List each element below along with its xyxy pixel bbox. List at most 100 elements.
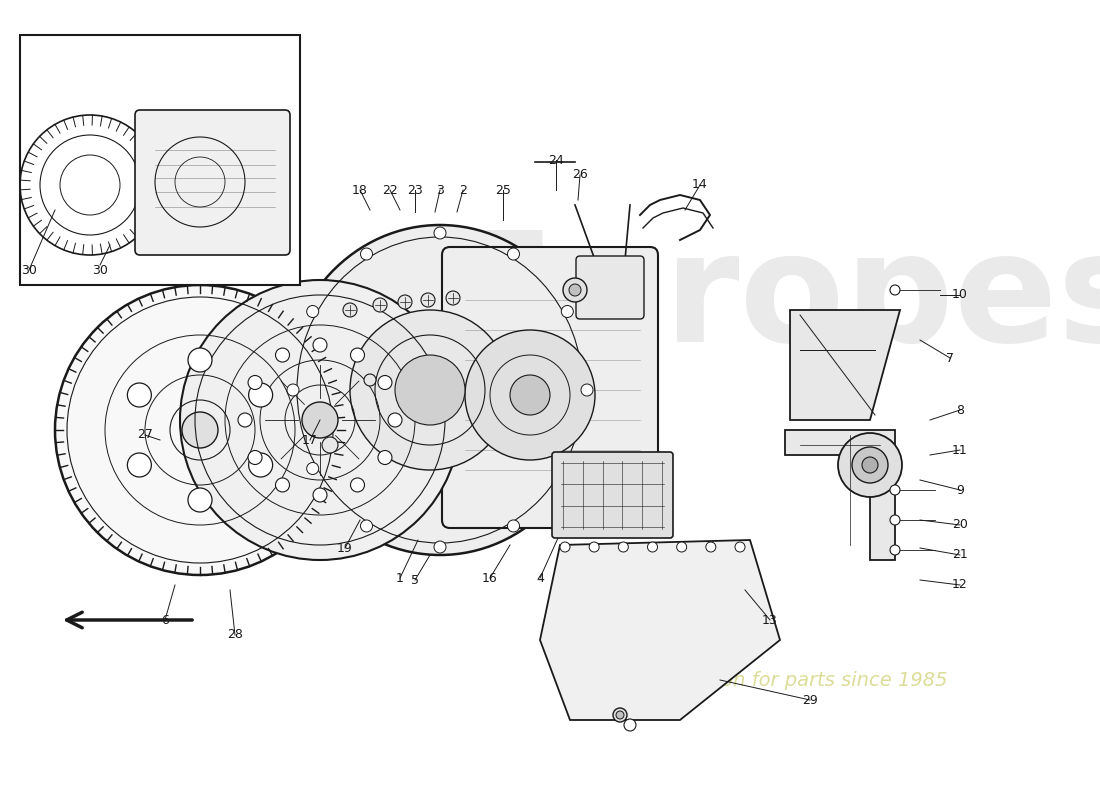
Text: 1: 1 (396, 571, 404, 585)
Text: 23: 23 (407, 183, 422, 197)
Circle shape (378, 375, 392, 390)
FancyBboxPatch shape (135, 110, 290, 255)
Circle shape (569, 284, 581, 296)
Circle shape (507, 248, 519, 260)
Bar (20, 35, 300, 285)
Circle shape (735, 542, 745, 552)
FancyBboxPatch shape (576, 256, 643, 319)
Circle shape (249, 453, 273, 477)
Text: Europes: Europes (451, 226, 1100, 374)
Circle shape (361, 520, 373, 532)
Circle shape (287, 384, 299, 396)
Text: 24: 24 (548, 154, 564, 166)
Circle shape (128, 453, 152, 477)
Text: 3: 3 (436, 183, 444, 197)
Circle shape (364, 374, 376, 386)
Circle shape (350, 310, 510, 470)
Text: 13: 13 (762, 614, 778, 626)
Circle shape (188, 348, 212, 372)
Text: a passion for parts since 1985: a passion for parts since 1985 (652, 670, 947, 690)
FancyBboxPatch shape (552, 452, 673, 538)
Circle shape (128, 383, 152, 407)
Circle shape (188, 488, 212, 512)
Circle shape (561, 462, 573, 474)
Circle shape (373, 298, 387, 312)
Circle shape (248, 450, 262, 465)
Circle shape (624, 719, 636, 731)
Text: 6: 6 (161, 614, 169, 626)
Circle shape (351, 478, 364, 492)
Circle shape (434, 541, 446, 553)
Polygon shape (785, 430, 895, 560)
Text: 26: 26 (572, 169, 587, 182)
Circle shape (302, 402, 338, 438)
Text: 30: 30 (92, 263, 108, 277)
Circle shape (238, 413, 252, 427)
Circle shape (507, 520, 519, 532)
Circle shape (510, 375, 550, 415)
Circle shape (613, 708, 627, 722)
Circle shape (55, 285, 345, 575)
Circle shape (343, 303, 358, 317)
Ellipse shape (285, 225, 595, 555)
Circle shape (590, 542, 600, 552)
Text: 5: 5 (411, 574, 419, 586)
Circle shape (581, 384, 593, 396)
Circle shape (852, 447, 888, 483)
Circle shape (561, 306, 573, 318)
Circle shape (275, 348, 289, 362)
Circle shape (648, 542, 658, 552)
Text: 11: 11 (953, 443, 968, 457)
Circle shape (434, 227, 446, 239)
Text: 20: 20 (953, 518, 968, 531)
Circle shape (182, 412, 218, 448)
Text: 2: 2 (459, 183, 466, 197)
Circle shape (248, 375, 262, 390)
Circle shape (560, 542, 570, 552)
Polygon shape (790, 310, 900, 420)
Text: 9: 9 (956, 483, 964, 497)
Circle shape (563, 278, 587, 302)
Circle shape (676, 542, 686, 552)
Circle shape (446, 291, 460, 305)
Circle shape (398, 295, 412, 309)
Circle shape (465, 330, 595, 460)
Circle shape (314, 488, 327, 502)
Circle shape (378, 450, 392, 465)
Circle shape (307, 462, 319, 474)
Text: 4: 4 (536, 571, 543, 585)
Text: 8: 8 (956, 403, 964, 417)
Circle shape (249, 383, 273, 407)
Circle shape (890, 545, 900, 555)
Circle shape (421, 293, 434, 307)
Text: 19: 19 (337, 542, 353, 554)
Text: 18: 18 (352, 183, 367, 197)
Circle shape (862, 457, 878, 473)
Circle shape (388, 413, 401, 427)
Circle shape (838, 433, 902, 497)
Circle shape (307, 306, 319, 318)
Circle shape (395, 355, 465, 425)
Circle shape (180, 280, 460, 560)
Text: 14: 14 (692, 178, 708, 191)
Polygon shape (540, 540, 780, 720)
Text: 28: 28 (227, 629, 243, 642)
Text: 27: 27 (138, 429, 153, 442)
Circle shape (322, 437, 338, 453)
Text: 21: 21 (953, 549, 968, 562)
Circle shape (616, 711, 624, 719)
FancyBboxPatch shape (442, 247, 658, 528)
Text: 30: 30 (21, 263, 37, 277)
Circle shape (351, 348, 364, 362)
Text: 12: 12 (953, 578, 968, 591)
Circle shape (890, 485, 900, 495)
Text: 29: 29 (802, 694, 818, 706)
Text: 10: 10 (953, 289, 968, 302)
Circle shape (618, 542, 628, 552)
Text: 17: 17 (302, 434, 318, 446)
Text: 25: 25 (495, 183, 510, 197)
Circle shape (706, 542, 716, 552)
Circle shape (314, 338, 327, 352)
Circle shape (361, 248, 373, 260)
Text: 22: 22 (382, 183, 398, 197)
